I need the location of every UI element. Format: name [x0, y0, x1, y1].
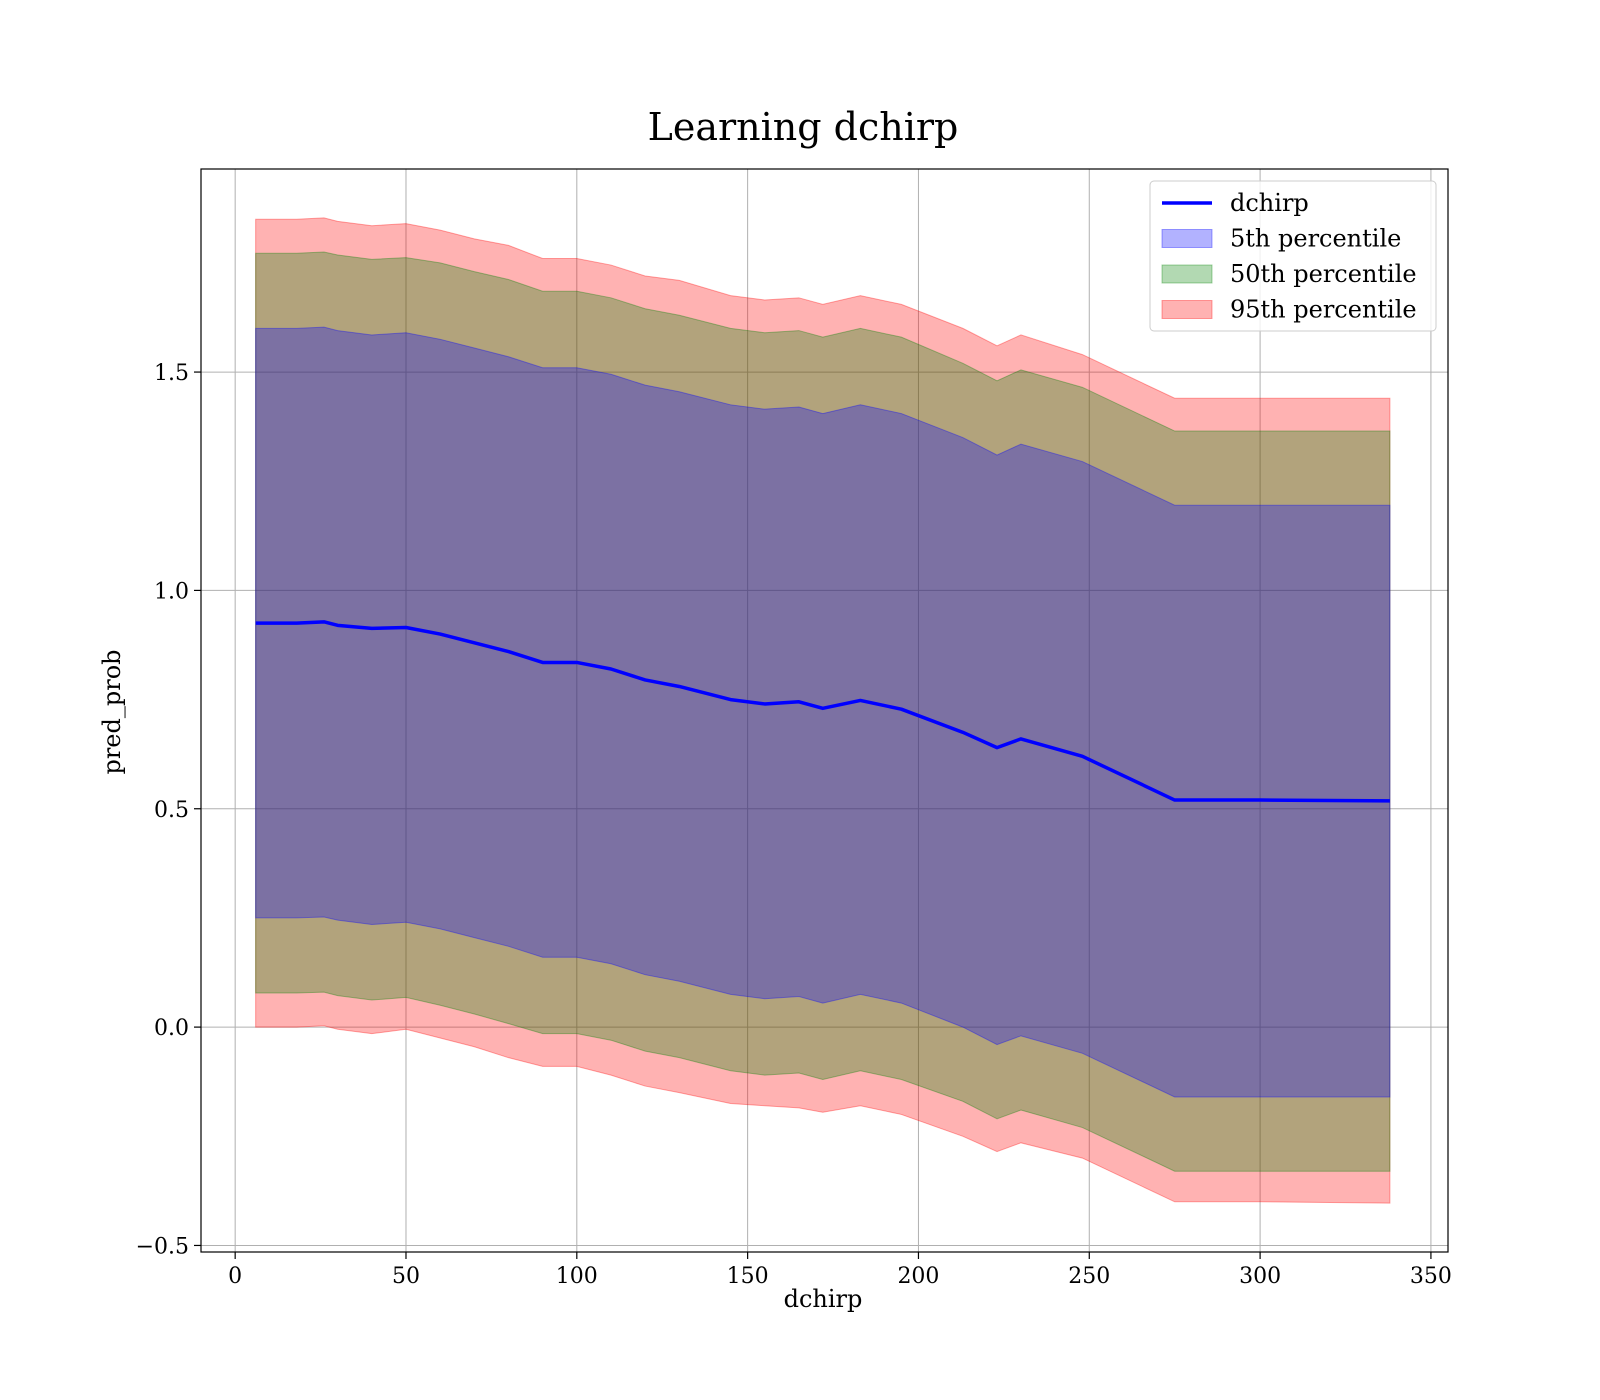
legend-swatch-patch	[1161, 229, 1213, 248]
y-tick-label: −0.5	[136, 1234, 189, 1259]
y-tick-label: 0.0	[154, 1016, 189, 1041]
legend-label: 5th percentile	[1230, 225, 1401, 253]
line-layer	[255, 620, 1390, 803]
y-axis-label: pred_prob	[98, 649, 126, 774]
chart-title: Learning dchirp	[648, 105, 959, 149]
percentile-bands	[255, 217, 1391, 1204]
x-tick-label: 250	[1068, 1264, 1110, 1289]
legend-label: 50th percentile	[1230, 260, 1417, 288]
plot-frame	[200, 168, 1449, 1253]
legend-label: 95th percentile	[1230, 296, 1417, 324]
x-tick-label: 200	[897, 1264, 939, 1289]
x-axis: 0 50 100 150 200 250 300 350	[228, 1252, 1452, 1289]
legend-box	[1149, 180, 1437, 332]
y-tick-label: 1.5	[154, 361, 189, 386]
y-tick-label: 1.0	[154, 579, 189, 604]
legend-swatch-patch	[1161, 264, 1213, 284]
x-tick-label: 300	[1239, 1264, 1281, 1289]
x-axis-label: dchirp	[784, 1285, 863, 1313]
y-tick-label: 0.5	[154, 798, 189, 823]
y-axis: −0.5 0.0 0.5 1.0 1.5	[136, 361, 201, 1259]
x-tick-label: 350	[1410, 1264, 1452, 1289]
x-tick-label: 50	[392, 1264, 420, 1289]
band-50th-percentile	[255, 251, 1391, 1172]
x-tick-label: 100	[556, 1264, 598, 1289]
x-tick-label: 0	[228, 1264, 242, 1289]
band-5th-percentile	[255, 326, 1391, 1098]
grid	[201, 169, 1448, 1252]
x-tick-label: 150	[727, 1264, 769, 1289]
legend-swatch-patch	[1161, 300, 1213, 319]
legend-label: dchirp	[1230, 189, 1309, 217]
legend: dchirp 5th percentile 50th percentile 95th …	[1149, 180, 1437, 332]
band-95th-percentile	[255, 217, 1391, 1204]
